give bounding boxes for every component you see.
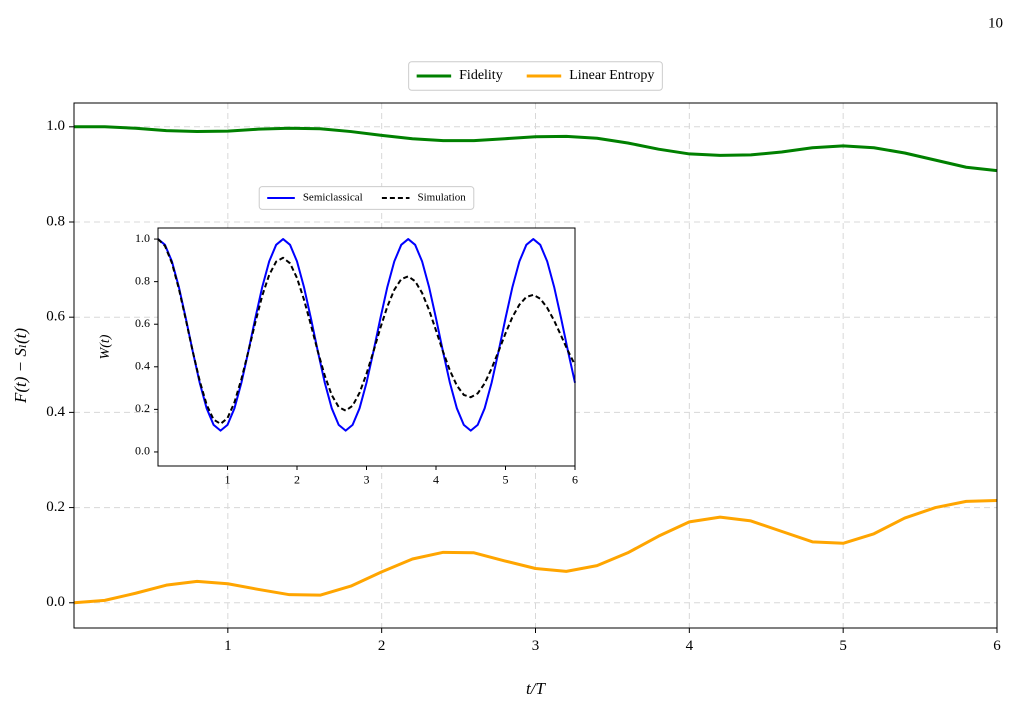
x-tick-label: 3	[364, 473, 370, 487]
legend-label: Linear Entropy	[569, 68, 654, 83]
y-tick-label: 0.6	[46, 309, 65, 325]
plot-background	[158, 228, 575, 466]
plot-frame	[157, 227, 576, 467]
series-line	[74, 125, 998, 173]
x-tick-label: 1	[224, 638, 232, 654]
y-axis-label: F(t) − Sₗ(t)	[11, 328, 30, 404]
y-tick-label: 0.0	[135, 444, 150, 458]
legend-box	[258, 186, 475, 210]
x-tick-label: 2	[294, 473, 300, 487]
x-tick-label: 3	[532, 638, 540, 654]
y-tick-label: 0.2	[135, 401, 150, 415]
x-tick-label: 5	[503, 473, 509, 487]
y-tick-label: 0.2	[46, 499, 65, 515]
y-tick-label: 1.0	[46, 118, 65, 134]
page-number: 10	[988, 15, 1003, 31]
series-line	[73, 498, 998, 605]
y-tick-label: 0.8	[135, 273, 150, 287]
x-axis-label: t/T	[526, 679, 546, 698]
y-tick-label: 0.4	[135, 359, 150, 373]
y-tick-label: 0.4	[46, 404, 65, 420]
y-tick-label: 0.0	[46, 594, 65, 610]
x-tick-label: 2	[378, 638, 386, 654]
legend-label: Semiclassical	[303, 192, 363, 204]
x-tick-label: 4	[686, 638, 694, 654]
y-axis-label: W(t)	[98, 334, 113, 359]
x-tick-label: 6	[993, 638, 1001, 654]
legend-label: Fidelity	[459, 68, 503, 83]
series-line	[157, 238, 576, 432]
x-tick-label: 6	[572, 473, 578, 487]
legend: Fidelity Linear Entropy	[408, 61, 663, 91]
y-tick-label: 1.0	[135, 231, 150, 245]
y-tick-label: 0.6	[135, 316, 150, 330]
plot-frame	[73, 102, 998, 629]
y-tick-label: 0.8	[46, 213, 65, 229]
x-tick-label: 5	[839, 638, 847, 654]
legend: Semiclassical Simulation	[258, 186, 475, 210]
x-tick-label: 1	[225, 473, 231, 487]
x-tick-label: 4	[433, 473, 439, 487]
chart: 0.0 0.2 0.4 0.6 0.8 1.0 1 2 3 4 5 6 W(t) Semiclassica…	[98, 186, 578, 487]
legend-label: Simulation	[417, 192, 466, 204]
series-line	[157, 238, 576, 425]
